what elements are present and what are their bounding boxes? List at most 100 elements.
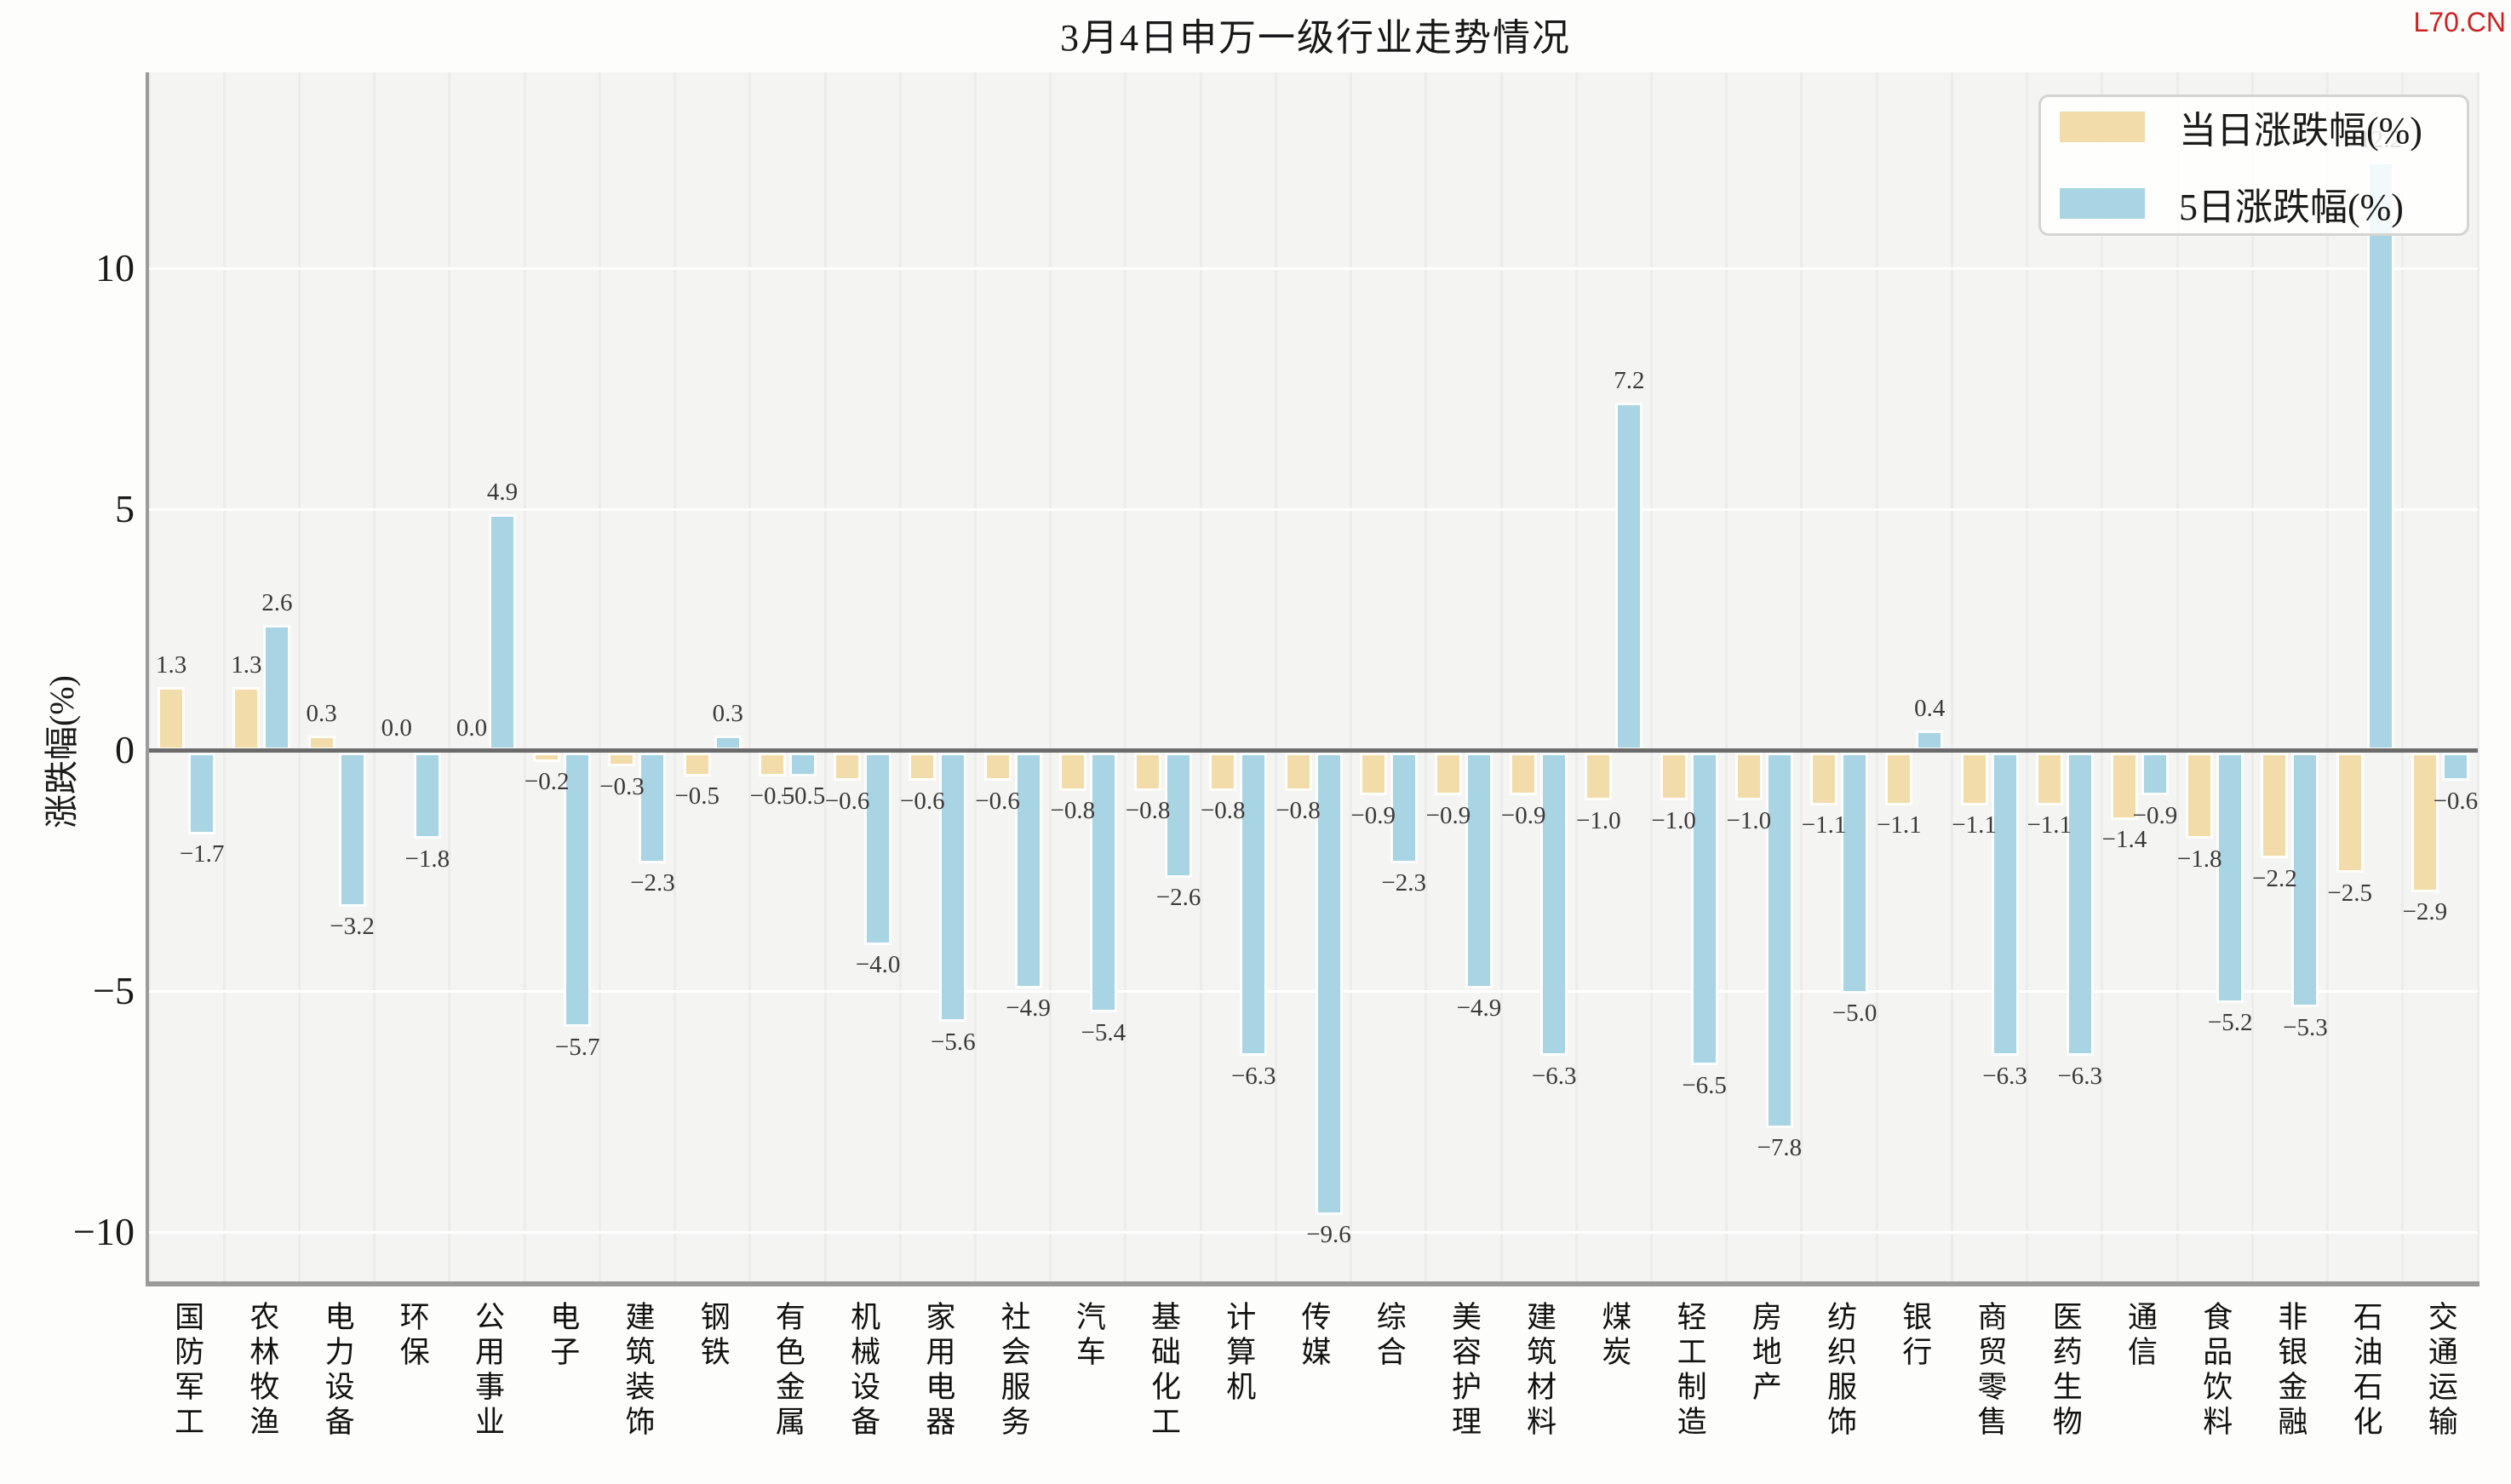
gridline-vertical xyxy=(1950,72,1953,1281)
value-label: −5.7 xyxy=(554,1033,600,1061)
bar-5day xyxy=(2066,752,2094,1057)
bar-daily xyxy=(1134,752,1162,791)
x-tick-label: 基础化工 xyxy=(1147,1301,1181,1441)
value-label: −4.0 xyxy=(855,951,901,979)
gridline-vertical xyxy=(823,72,827,1281)
bar-5day xyxy=(1540,752,1568,1057)
bar-daily xyxy=(1885,752,1913,805)
value-label: −6.3 xyxy=(1531,1062,1577,1090)
x-tick-label: 银行 xyxy=(1898,1301,1932,1371)
x-tick-label: 国防军工 xyxy=(170,1301,204,1441)
value-label: −6.5 xyxy=(1682,1071,1727,1099)
gridline-vertical xyxy=(523,72,526,1281)
bar-daily xyxy=(1585,752,1613,801)
bar-5day xyxy=(864,752,892,945)
bar-daily xyxy=(983,752,1012,782)
gridline-vertical xyxy=(448,72,451,1281)
value-label: −1.0 xyxy=(1726,806,1772,834)
bar-daily xyxy=(2336,752,2364,873)
value-label: −0.3 xyxy=(599,772,645,800)
x-tick-label: 商贸零售 xyxy=(1973,1301,2007,1441)
bar-5day xyxy=(788,752,817,776)
bar-daily xyxy=(232,687,261,750)
value-label: −0.5 xyxy=(780,782,826,811)
value-label: −2.5 xyxy=(2327,879,2372,907)
bar-5day xyxy=(2441,752,2469,782)
x-tick-label: 美容护理 xyxy=(1447,1301,1481,1441)
x-tick-label: 石油石化 xyxy=(2348,1301,2382,1441)
value-label: −1.4 xyxy=(2101,826,2147,854)
x-tick-label: 机械设备 xyxy=(846,1301,880,1441)
gridline-horizontal xyxy=(149,989,2478,993)
bar-5day xyxy=(489,513,517,750)
gridline-vertical xyxy=(1574,72,1578,1281)
gridline-vertical xyxy=(973,72,977,1281)
value-label: −0.8 xyxy=(1050,797,1096,825)
bar-daily xyxy=(2261,752,2289,859)
value-label: −5.0 xyxy=(1832,1000,1878,1027)
bar-daily xyxy=(1960,752,1988,805)
value-label: −4.9 xyxy=(1456,994,1502,1023)
bar-daily xyxy=(1660,752,1688,801)
bar-daily xyxy=(1434,752,1462,796)
x-tick-label: 农林牧渔 xyxy=(245,1301,279,1441)
bar-5day xyxy=(2216,752,2244,1003)
value-label: −7.8 xyxy=(1757,1134,1803,1162)
bar-daily xyxy=(909,752,937,782)
x-tick-label: 建筑材料 xyxy=(1522,1301,1556,1441)
gridline-vertical xyxy=(1049,72,1052,1281)
value-label: −5.2 xyxy=(2207,1009,2253,1037)
gridline-vertical xyxy=(1800,72,1803,1281)
value-label: −5.3 xyxy=(2283,1013,2328,1041)
bar-daily xyxy=(2035,752,2063,805)
legend-label-5day: 5日涨跌幅(%) xyxy=(2179,186,2404,228)
x-tick-label: 综合 xyxy=(1372,1301,1406,1371)
value-label: −0.6 xyxy=(975,787,1020,815)
value-label: 0.0 xyxy=(381,714,412,742)
value-label: −3.2 xyxy=(330,913,375,941)
legend-swatch-5day xyxy=(2060,188,2145,219)
bar-daily xyxy=(2411,752,2439,892)
bar-5day xyxy=(1165,752,1193,878)
bar-5day xyxy=(1315,752,1343,1215)
gridline-vertical xyxy=(2476,72,2479,1281)
bar-daily xyxy=(834,752,862,782)
value-label: −2.3 xyxy=(1381,869,1427,897)
x-tick-label: 电力设备 xyxy=(320,1301,354,1441)
gridline-horizontal xyxy=(149,1230,2478,1234)
value-label: 0.4 xyxy=(1914,695,1946,723)
value-label: −0.5 xyxy=(674,782,719,811)
value-label: 1.3 xyxy=(156,651,187,679)
gridline-vertical xyxy=(1499,72,1503,1281)
gridline-vertical xyxy=(1199,72,1202,1281)
x-tick-label: 计算机 xyxy=(1222,1301,1256,1406)
value-label: −1.1 xyxy=(2027,811,2072,839)
value-label: −0.9 xyxy=(1350,801,1396,829)
value-label: 7.2 xyxy=(1614,367,1645,395)
bar-5day xyxy=(2366,162,2394,750)
bar-5day xyxy=(188,752,216,834)
gridline-vertical xyxy=(2250,72,2254,1281)
legend: 当日涨跌幅(%) 5日涨跌幅(%) xyxy=(2038,95,2469,236)
gridline-vertical xyxy=(1650,72,1654,1281)
value-label: 1.3 xyxy=(231,651,262,679)
value-label: −1.8 xyxy=(2176,845,2222,873)
gridline-vertical xyxy=(1124,72,1127,1281)
gridline-horizontal xyxy=(149,266,2478,270)
value-label: −2.6 xyxy=(1155,884,1201,912)
value-label: −1.0 xyxy=(1651,806,1696,834)
value-label: 0.3 xyxy=(712,700,743,728)
x-tick-label: 建筑装饰 xyxy=(621,1301,655,1441)
y-tick-label: −5 xyxy=(93,969,135,1012)
x-tick-label: 轻工制造 xyxy=(1672,1301,1706,1441)
gridline-vertical xyxy=(1350,72,1353,1281)
x-tick-label: 非银金融 xyxy=(2273,1301,2307,1441)
x-tick-label: 家用电器 xyxy=(921,1301,955,1441)
legend-label-daily: 当日涨跌幅(%) xyxy=(2179,110,2422,152)
value-label: −0.9 xyxy=(2132,801,2178,829)
y-tick-label: −10 xyxy=(73,1210,135,1253)
value-label: −0.6 xyxy=(900,787,945,815)
x-tick-label: 环保 xyxy=(395,1301,429,1371)
gridline-horizontal xyxy=(149,507,2478,511)
